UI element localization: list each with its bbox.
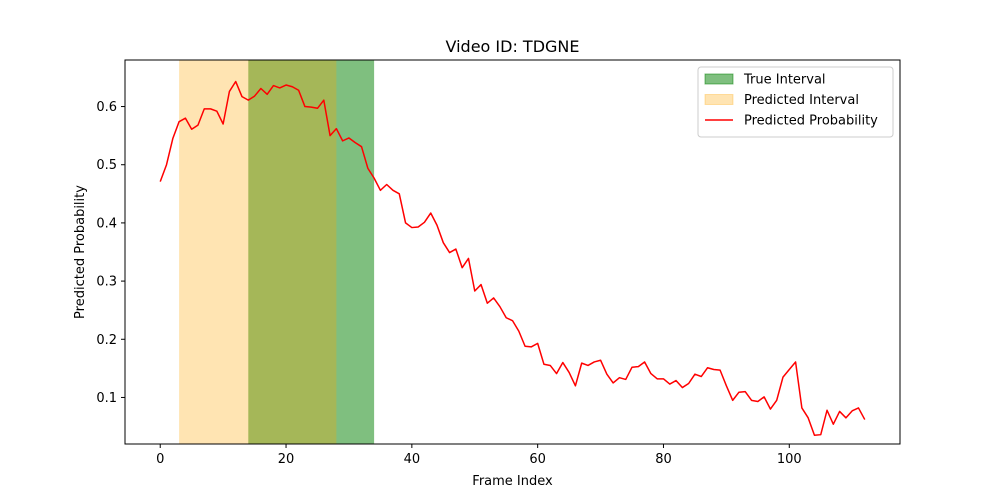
x-tick-label: 40 <box>404 452 421 467</box>
legend: True Interval Predicted Interval Predicted… <box>697 66 894 138</box>
y-tick-label: 0.6 <box>96 100 117 115</box>
x-axis: 0 20 40 60 80 100 <box>156 444 802 467</box>
y-tick-label: 0.3 <box>96 275 117 290</box>
legend-swatch <box>704 73 734 85</box>
x-axis-label: Frame Index <box>472 474 553 489</box>
legend-label: True Interval <box>743 73 826 88</box>
legend-items: True Interval Predicted Interval Predicted… <box>704 73 878 129</box>
legend-item-true-interval: True Interval <box>704 73 826 88</box>
y-tick-label: 0.4 <box>96 216 117 231</box>
interval-band-true <box>248 60 375 444</box>
chart-title: Video ID: TDGNE <box>446 37 580 56</box>
y-tick-label: 0.1 <box>96 391 117 406</box>
y-axis-label: Predicted Probability <box>73 185 88 319</box>
interval-band-predicted <box>179 60 337 444</box>
x-tick-label: 100 <box>777 452 802 467</box>
x-tick-label: 60 <box>529 452 546 467</box>
legend-frame <box>697 66 894 138</box>
series-line <box>159 80 866 437</box>
y-axis: 0.1 0.2 0.3 0.4 0.5 0.6 <box>96 100 125 406</box>
series-line-group <box>159 80 866 437</box>
x-tick-label: 0 <box>156 452 164 467</box>
x-tick-label: 80 <box>655 452 672 467</box>
legend-item-predicted-probability: Predicted Probability <box>705 114 878 129</box>
legend-item-predicted-interval: Predicted Interval <box>704 93 859 108</box>
y-tick-label: 0.2 <box>96 333 117 348</box>
x-tick-label: 20 <box>278 452 295 467</box>
legend-swatch <box>704 94 734 105</box>
legend-label: Predicted Probability <box>744 114 878 129</box>
legend-label: Predicted Interval <box>744 93 859 108</box>
y-tick-label: 0.5 <box>96 158 117 173</box>
interval-bands <box>179 60 375 444</box>
plot-frame <box>124 59 901 445</box>
